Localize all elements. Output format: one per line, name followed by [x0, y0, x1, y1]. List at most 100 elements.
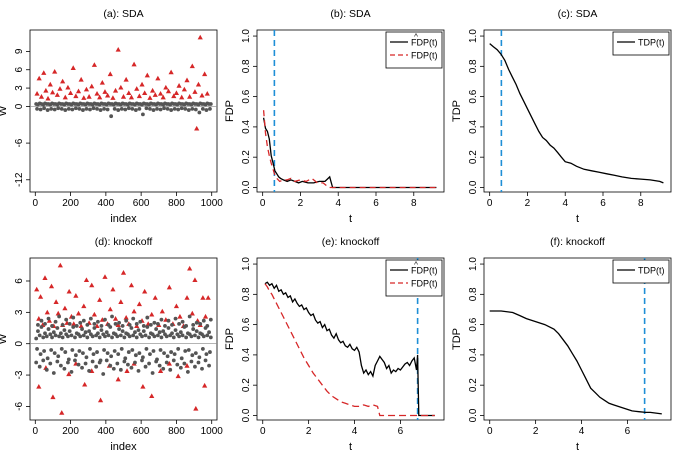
- data-point-signal: [115, 376, 121, 382]
- data-point-null: [70, 348, 75, 352]
- data-point-null: [158, 107, 163, 112]
- panel-a: (a): SDA 0 200 400 600 800 1000 -12 -6 0 3 6 9 index W: [0, 8, 223, 225]
- data-point-signal: [128, 94, 135, 100]
- data-point-null: [115, 361, 120, 366]
- data-point-null: [49, 348, 54, 352]
- data-point-null: [91, 352, 96, 357]
- data-point-signal: [78, 323, 84, 329]
- data-point-null: [157, 330, 162, 335]
- data-point-null: [91, 106, 96, 111]
- panel-title: (f): knockoff: [550, 236, 605, 248]
- data-point-null: [80, 327, 84, 331]
- data-point-null: [69, 333, 74, 338]
- data-point-null: [88, 107, 92, 112]
- data-point-signal: [71, 321, 77, 326]
- data-point-signal: [36, 383, 42, 389]
- data-point-null: [185, 370, 190, 374]
- data-point-null: [208, 106, 212, 111]
- data-point-signal: [140, 383, 146, 389]
- legend-box: [612, 31, 670, 56]
- data-point-signal: [194, 125, 200, 131]
- data-point-signal: [46, 318, 53, 323]
- y-axis-label: FDP: [224, 328, 236, 350]
- data-point-null: [96, 331, 100, 336]
- data-point-null: [184, 335, 189, 340]
- data-point-null: [62, 328, 67, 333]
- data-point-null: [163, 324, 167, 328]
- data-point-signal: [123, 314, 129, 320]
- data-point-null: [88, 316, 93, 321]
- data-point-null: [161, 366, 166, 371]
- panel-title: (a): SDA: [103, 8, 143, 20]
- x-tick-label: 600: [133, 198, 150, 209]
- data-point-null: [60, 322, 65, 327]
- data-point-null: [200, 106, 205, 111]
- data-point-signal: [45, 95, 51, 101]
- data-point-signal: [94, 90, 100, 96]
- x-tick-label: 200: [62, 426, 79, 437]
- data-point-null: [58, 331, 63, 336]
- data-point-signal: [202, 382, 208, 388]
- data-point-null: [39, 325, 44, 329]
- data-point-null: [36, 329, 40, 334]
- data-point-signal: [62, 94, 68, 100]
- x-axis-label: t: [576, 441, 579, 453]
- data-point-null: [56, 106, 61, 111]
- data-point-signal: [97, 397, 104, 403]
- data-point-null: [164, 360, 169, 365]
- data-point-null: [42, 106, 47, 111]
- data-point-null: [57, 334, 62, 339]
- data-point-null: [110, 335, 114, 340]
- x-tick-label: 6: [373, 198, 379, 209]
- data-point-signal: [192, 89, 198, 94]
- data-point-null: [182, 361, 187, 366]
- data-point-signal: [205, 295, 211, 300]
- data-point-null: [148, 322, 153, 327]
- plot-area: [262, 30, 437, 192]
- data-point-signal: [34, 286, 40, 292]
- data-point-null: [198, 321, 203, 326]
- y-tick-label: 9: [14, 48, 25, 54]
- data-point-signal: [62, 305, 68, 311]
- data-point-signal: [184, 363, 190, 368]
- y-tick-label: -12: [14, 172, 25, 187]
- data-point-signal: [57, 262, 63, 268]
- panel-f: (f): knockoff 0 2 4 6 0.0 0.2 0.4 0.6 0.8 1.0 t TDP T…: [451, 236, 672, 453]
- data-point-null: [164, 334, 169, 339]
- y-tick-label: 6: [14, 278, 25, 284]
- data-point-signal: [89, 282, 95, 288]
- data-point-null: [57, 314, 62, 319]
- data-point-null: [119, 106, 124, 111]
- data-point-null: [161, 329, 166, 334]
- x-tick-label: 1000: [201, 426, 224, 437]
- data-point-null: [184, 324, 189, 328]
- data-point-null: [85, 335, 90, 340]
- data-point-null: [34, 336, 39, 341]
- data-point-null: [204, 352, 209, 357]
- data-point-null: [38, 352, 43, 357]
- x-tick-label: 6: [398, 426, 404, 437]
- data-point-null: [129, 326, 134, 330]
- data-point-signal: [155, 75, 161, 81]
- x-tick-label: 2: [533, 426, 539, 437]
- data-point-signal: [184, 295, 190, 300]
- data-point-null: [104, 330, 109, 335]
- series-line-1: [262, 110, 437, 189]
- x-tick-label: 2: [525, 198, 531, 209]
- data-point-null: [140, 334, 144, 339]
- data-point-signal: [142, 288, 148, 294]
- data-point-null: [200, 366, 204, 371]
- y-tick-label: 0.8: [241, 287, 252, 301]
- data-point-null: [45, 356, 50, 361]
- y-tick-label: 0.2: [468, 378, 479, 392]
- data-point-signal: [160, 94, 166, 100]
- data-point-null: [117, 320, 121, 325]
- data-point-null: [155, 106, 159, 111]
- data-point-signal: [157, 368, 164, 373]
- data-point-null: [186, 108, 191, 112]
- x-tick-label: 600: [133, 426, 150, 437]
- data-point-null: [81, 351, 85, 356]
- data-point-signal: [197, 34, 203, 40]
- x-tick-label: 8: [411, 198, 417, 209]
